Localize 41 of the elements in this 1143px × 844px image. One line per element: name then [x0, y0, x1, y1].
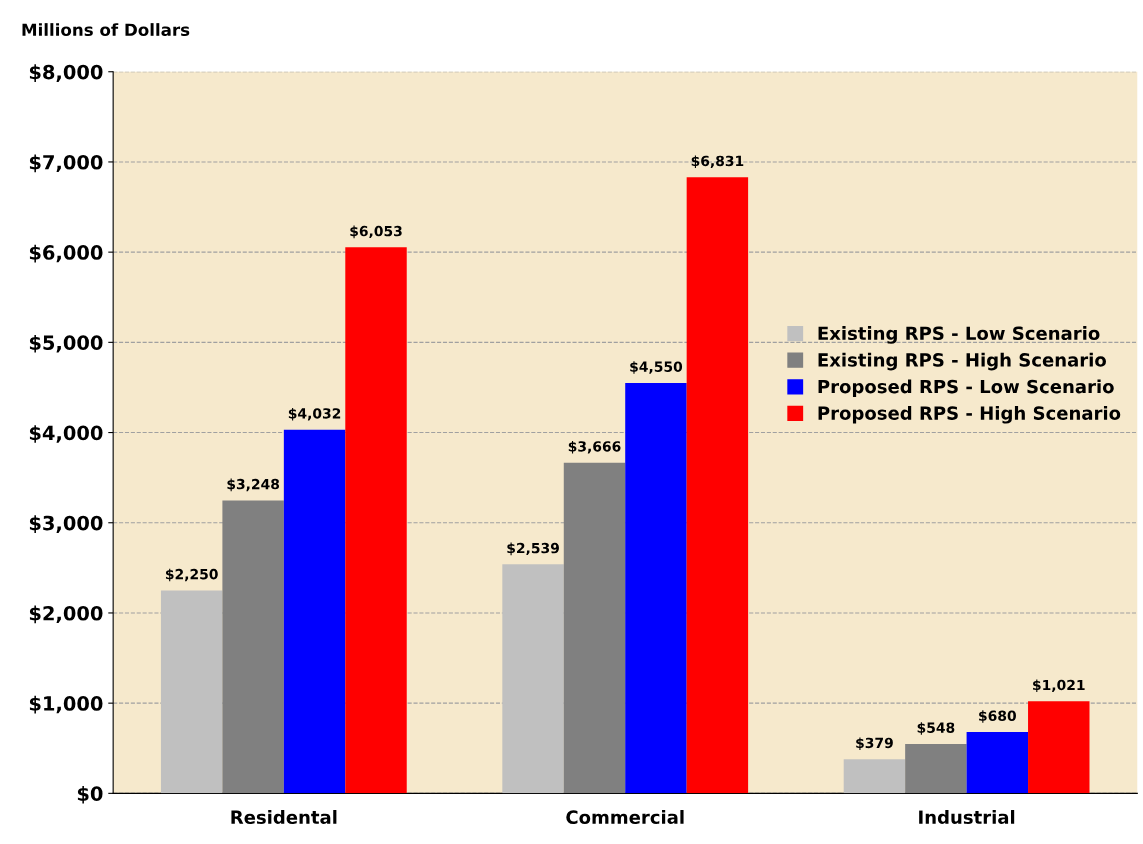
data-label: $1,021	[1033, 679, 1085, 693]
y-tick-label: $3,000	[29, 515, 103, 533]
data-label: $3,666	[568, 440, 621, 454]
data-label: $4,550	[630, 361, 683, 374]
bar	[160, 590, 223, 794]
y-tick-label: $6,000	[29, 244, 103, 263]
legend-label: Proposed RPS - Low Scenario	[818, 379, 1114, 397]
bar	[966, 732, 1029, 794]
data-label: $4,032	[288, 407, 341, 421]
data-label: $6,831	[691, 155, 744, 169]
y-tick-label: $8,000	[29, 64, 103, 82]
x-tick-label: Residental	[231, 810, 337, 824]
bar	[345, 247, 407, 794]
bar	[283, 429, 346, 794]
bar	[502, 564, 564, 794]
x-tick-label: Commercial	[566, 810, 684, 824]
bar	[843, 759, 906, 794]
data-label: $548	[917, 722, 955, 735]
bar	[625, 382, 687, 794]
bar	[686, 177, 749, 794]
y-tick-label: $0	[77, 785, 103, 804]
y-tick-label: $5,000	[29, 334, 103, 353]
y-tick-label: $1,000	[29, 695, 103, 714]
legend-label: Proposed RPS - High Scenario	[818, 405, 1121, 424]
bar	[905, 743, 967, 794]
y-tick-label: $7,000	[29, 154, 103, 173]
y-tick-label: $4,000	[29, 425, 103, 443]
data-label: $3,248	[227, 478, 280, 492]
legend-label: Existing RPS - High Scenario	[818, 352, 1106, 371]
data-label: $2,250	[165, 568, 218, 582]
data-label: $680	[979, 710, 1016, 723]
data-label: $6,053	[350, 225, 402, 239]
bar	[1028, 701, 1090, 794]
y-tick-label: $2,000	[29, 605, 103, 624]
y-axis-title: Millions of Dollars	[22, 23, 190, 37]
legend-label: Existing RPS - Low Scenario	[818, 326, 1100, 344]
bar	[222, 500, 284, 794]
data-label: $379	[856, 737, 893, 750]
data-label: $2,539	[507, 542, 559, 556]
x-tick-label: Industrial	[919, 810, 1015, 824]
bar	[563, 462, 626, 794]
